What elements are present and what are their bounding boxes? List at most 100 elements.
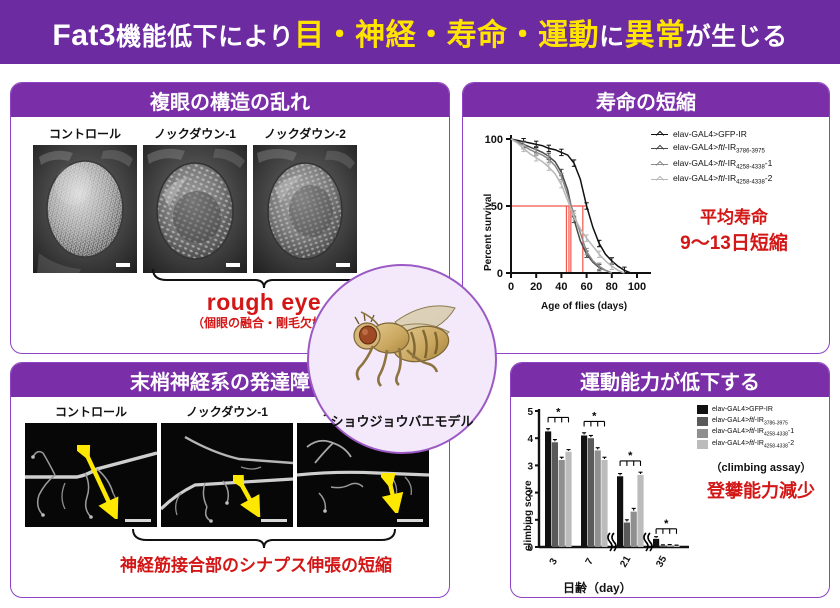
survival-legend: elav-GAL4>GFP-IR elav-GAL4>ftl-IR3786-397… [651,129,772,189]
eye-annotation-main: rough eye [206,289,322,315]
svg-text:7: 7 [584,556,597,567]
nmj-annotation-text: 神経筋接合部のシナプス伸張の短縮 [120,556,392,575]
svg-text:60: 60 [580,281,592,293]
climbing-y-axis-label: climbing score [523,480,534,551]
drosophila-fly-icon [337,292,467,393]
survival-legend-item: elav-GAL4>GFP-IR [651,129,772,139]
title-highlight-1: 目・神経・寿命・運動 [294,19,600,52]
eye-annotation: rough eye （個眼の融合・剛毛欠如） [129,289,399,331]
sem-column-knockdown-2: ノックダウン-2 [253,125,357,273]
legend-label: elav-GAL4>ftl-IR4258-4338-1 [673,157,773,171]
page-title: Fat3機能低下により目・神経・寿命・運動に異常が生じる [52,10,787,54]
legend-color-swatch [697,428,708,438]
legend-label: elav-GAL4>ftl-IR3786-3975 [712,416,788,426]
climbing-chart: climbing score 0 1 2 3 4 5 3 * 7 * 21 * 35 * 日齢（day） [513,401,693,597]
title-highlight-2: 異常 [624,19,686,52]
climbing-legend-item: elav-GAL4>ftl-IR3786-3975 [697,417,794,426]
sem-image-control [33,145,137,273]
legend-label: elav-GAL4>ftl-IR4258-4338-2 [712,440,795,450]
climbing-legend: elav-GAL4>GFP-IR elav-GAL4>ftl-IR3786-397… [697,405,794,452]
fly-model-label: ショウジョウバエモデル [330,414,474,429]
svg-text:50: 50 [491,201,503,213]
survival-legend-item: elav-GAL4>ftl-IR3786-3975 [651,142,772,155]
panel-nmj: 末梢神経系の発達障害 コントロール [10,362,450,598]
scale-bar [116,263,130,267]
sem-column-control: コントロール [33,125,137,273]
svg-text:*: * [592,410,597,422]
svg-text:*: * [664,518,669,530]
survival-plot-area: 0 50 100 0 20 40 60 80 100 [485,134,651,293]
legend-color-swatch [697,440,708,450]
legend-color-swatch [697,416,708,426]
survival-x-axis-label: Age of flies (days) [541,301,628,312]
legend-line-swatch [651,163,668,165]
fly-model-circle: ショウジョウバエモデル [307,264,497,454]
nmj-image-knockdown-1 [161,423,293,527]
survival-chart: Percent survival 0 50 100 0 20 40 60 80 100 Age … [469,121,825,351]
legend-color-swatch [697,405,708,414]
scale-bar [226,263,240,267]
lifespan-annotation-line1: 平均寿命 [700,208,768,227]
legend-line-swatch [651,179,668,181]
svg-text:2: 2 [527,489,533,500]
title-gene-name: Fat3 [52,19,117,52]
survival-y-axis-label: Percent survival [483,193,494,271]
panel-lifespan-header: 寿命の短縮 [463,83,829,117]
climbing-legend-item: elav-GAL4>ftl-IR4258-4338-1 [697,428,794,438]
nmj-brace [131,527,397,554]
nmj-image-row: コントロール [25,403,429,527]
panel-lifespan: 寿命の短縮 Percent survival 0 50 100 0 20 40 60 80 10… [462,82,830,354]
legend-label: elav-GAL4>GFP-IR [712,406,773,413]
panel-compound-eye: 複眼の構造の乱れ コントロール [10,82,450,354]
nmj-image-control [25,423,157,527]
sem-caption-control: コントロール [48,127,121,141]
sem-caption-knockdown-2: ノックダウン-2 [264,127,346,141]
svg-text:3: 3 [527,461,533,472]
svg-text:*: * [556,406,561,418]
nmj-arrow-knockdown-1 [233,475,267,517]
svg-text:40: 40 [555,281,567,293]
climbing-legend-item: elav-GAL4>ftl-IR4258-4338-2 [697,440,795,450]
svg-text:100: 100 [485,134,503,146]
nmj-scale-bar [125,519,151,522]
legend-label: elav-GAL4>ftl-IR3786-3975 [673,142,765,155]
survival-legend-item: elav-GAL4>ftl-IR4258-4338-1 [651,157,773,171]
lifespan-annotation-line2: 9〜13日短縮 [680,233,788,254]
climbing-x-axis-label: 日齢（day） [563,581,632,595]
panel-lifespan-body: Percent survival 0 50 100 0 20 40 60 80 100 Age … [463,117,829,353]
sem-caption-knockdown-1: ノックダウン-1 [154,127,236,141]
nmj-scale-bar [261,519,287,522]
eye-annotation-sub: （個眼の融合・剛毛欠如） [191,316,336,330]
svg-text:4: 4 [527,434,533,445]
panel-climbing-body: climbing score 0 1 2 3 4 5 3 * 7 * 21 * 35 * 日齢（day） … [511,397,829,597]
scale-bar [336,263,350,267]
nmj-scale-bar [397,519,423,522]
nmj-arrow-knockdown-2 [381,473,407,513]
panel-eye-body: コントロール [11,117,449,353]
nmj-caption-control: コントロール [54,405,127,419]
sem-column-knockdown-1: ノックダウン-1 [143,125,247,273]
legend-line-swatch [651,147,668,149]
title-mid: に [599,23,625,51]
page-title-banner: Fat3機能低下により目・神経・寿命・運動に異常が生じる [0,0,840,64]
svg-text:3: 3 [548,556,561,567]
panel-climbing-header: 運動能力が低下する [511,363,829,397]
nmj-caption-knockdown-1: ノックダウン-1 [186,405,268,419]
sem-image-knockdown-2 [253,145,357,273]
svg-text:35: 35 [654,554,669,570]
svg-text:*: * [628,450,633,462]
svg-text:1: 1 [527,516,533,527]
lifespan-annotation: 平均寿命 9〜13日短縮 [649,203,819,255]
climbing-legend-item: elav-GAL4>GFP-IR [697,405,794,414]
svg-text:0: 0 [497,268,503,280]
svg-text:0: 0 [527,543,533,554]
climbing-annotation: 登攀能力減少 [707,481,815,501]
panel-climbing: 運動能力が低下する climbing score 0 1 2 3 4 5 3 * 7 * 21 * 35… [510,362,830,598]
sem-image-row: コントロール [33,125,357,273]
sem-image-knockdown-1 [143,145,247,273]
nmj-column-knockdown-1: ノックダウン-1 [161,403,293,527]
title-part1: 機能低下により [116,23,295,51]
svg-text:80: 80 [606,281,618,293]
nmj-arrow-control [77,445,123,519]
svg-text:5: 5 [527,407,533,418]
